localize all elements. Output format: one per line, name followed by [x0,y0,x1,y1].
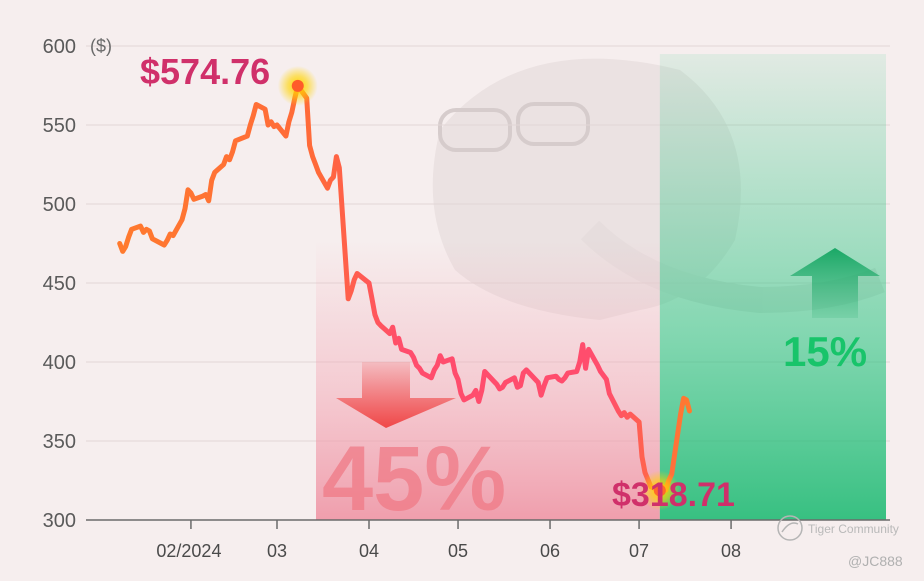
y-axis: 300 350 400 450 500 550 600 [43,36,76,532]
x-tick-label-2: 04 [359,541,379,561]
watermark-brand: Tiger Community [808,522,899,536]
x-axis: 02/2024 03 04 05 06 07 08 [86,519,890,561]
x-tick-label-6: 08 [721,541,741,561]
x-tick-label-4: 06 [540,541,560,561]
series-layer [117,83,692,493]
high-point-marker [291,79,304,92]
up-arrow-icon [790,248,880,318]
x-tick-label-3: 05 [448,541,468,561]
x-tick-label-1: 03 [267,541,287,561]
low-point-marker [653,484,666,497]
high-price-callout: $574.76 [140,51,270,92]
y-tick-label-300: 300 [43,510,76,532]
x-tick-label-0: 02/2024 [156,541,221,561]
drop-percentage: 45% [322,428,506,530]
low-price-callout: $318.71 [612,476,735,514]
rise-percentage: 15% [783,328,867,375]
y-tick-label-500: 500 [43,194,76,216]
watermark-handle: @JC888 [848,553,903,569]
x-tick-label-5: 07 [629,541,649,561]
annotation-layer [277,65,680,511]
down-arrow-icon [336,362,456,428]
bands-layer [316,54,886,520]
watermark-logo [777,515,803,541]
y-unit-label: ($) [90,36,112,56]
price-series-line [117,83,692,493]
y-tick-label-400: 400 [43,352,76,374]
y-tick-label-550: 550 [43,115,76,137]
y-tick-label-600: 600 [43,36,76,58]
y-tick-label-450: 450 [43,273,76,295]
y-tick-label-350: 350 [43,431,76,453]
